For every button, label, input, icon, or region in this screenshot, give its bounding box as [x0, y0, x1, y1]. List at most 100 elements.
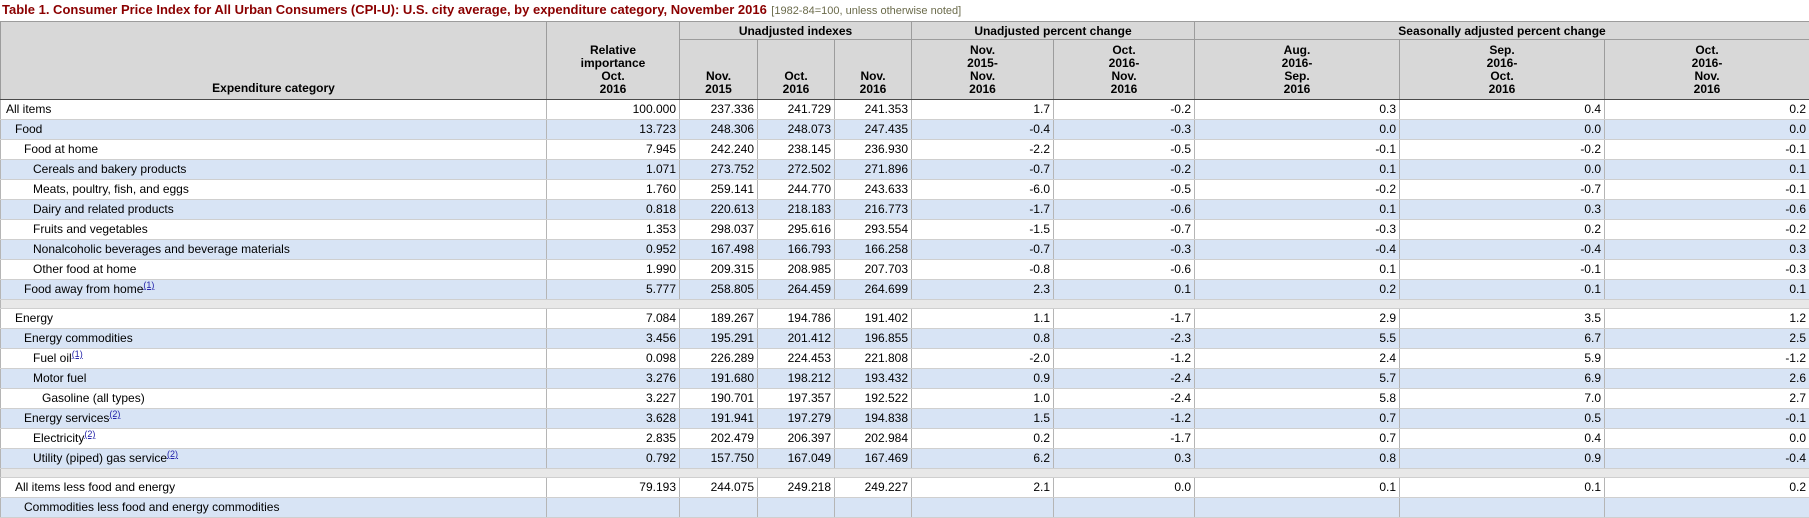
category-cell: Commodities less food and energy commodi…: [1, 498, 547, 518]
value-cell: 1.990: [547, 260, 680, 280]
value-cell: 194.786: [758, 309, 835, 329]
value-cell: 273.752: [680, 160, 758, 180]
separator-row: [1, 300, 1809, 309]
table-title-unit-note: [1982-84=100, unless otherwise noted]: [771, 5, 961, 17]
value-cell: 6.7: [1400, 329, 1605, 349]
value-cell: -0.4: [1195, 240, 1400, 260]
value-cell: 0.0: [1605, 429, 1809, 449]
value-cell: 264.699: [835, 280, 912, 300]
value-cell: 0.1: [1054, 280, 1195, 300]
value-cell: 1.0: [912, 389, 1054, 409]
value-cell: -0.4: [1605, 449, 1809, 469]
value-cell: -0.3: [1605, 260, 1809, 280]
footnote-link[interactable]: (1): [72, 349, 83, 359]
category-label: Electricity: [33, 431, 84, 445]
footnote-link[interactable]: (1): [143, 280, 154, 290]
category-cell: All items: [1, 100, 547, 120]
footnote-link[interactable]: (2): [167, 449, 178, 459]
footnote-link[interactable]: (2): [109, 409, 120, 419]
value-cell: 244.075: [680, 478, 758, 498]
value-cell: 1.760: [547, 180, 680, 200]
value-cell: 1.7: [912, 100, 1054, 120]
value-cell: 0.1: [1605, 280, 1809, 300]
value-cell: 191.402: [835, 309, 912, 329]
value-cell: -0.2: [1195, 180, 1400, 200]
value-cell: 7.0: [1400, 389, 1605, 409]
category-cell: Food: [1, 120, 547, 140]
column-header-oct2016-nov2016: Oct. 2016- Nov. 2016: [1054, 40, 1195, 100]
value-cell: 0.2: [1605, 478, 1809, 498]
relative-importance-header: Relative importance Oct. 2016: [547, 22, 680, 100]
category-cell: All items less food and energy: [1, 478, 547, 498]
value-cell: 166.793: [758, 240, 835, 260]
value-cell: 100.000: [547, 100, 680, 120]
category-label: Energy: [15, 311, 53, 325]
value-cell: 238.145: [758, 140, 835, 160]
value-cell: -0.5: [1054, 180, 1195, 200]
value-cell: 0.5: [1400, 409, 1605, 429]
value-cell: 248.306: [680, 120, 758, 140]
value-cell: 271.896: [835, 160, 912, 180]
value-cell: 272.502: [758, 160, 835, 180]
value-cell: -1.7: [1054, 309, 1195, 329]
group-header-row: Expenditure category Relative importance…: [1, 22, 1809, 40]
value-cell: [680, 498, 758, 518]
footnote-link[interactable]: (2): [84, 429, 95, 439]
value-cell: 191.941: [680, 409, 758, 429]
category-label: Food at home: [24, 142, 98, 156]
value-cell: 209.315: [680, 260, 758, 280]
value-cell: -0.1: [1605, 180, 1809, 200]
value-cell: 0.2: [1605, 100, 1809, 120]
value-cell: 5.8: [1195, 389, 1400, 409]
value-cell: 2.4: [1195, 349, 1400, 369]
value-cell: 0.1: [1195, 160, 1400, 180]
category-cell: Fruits and vegetables: [1, 220, 547, 240]
value-cell: 0.098: [547, 349, 680, 369]
value-cell: -0.7: [1054, 220, 1195, 240]
value-cell: [547, 498, 680, 518]
value-cell: 0.3: [1195, 100, 1400, 120]
value-cell: 243.633: [835, 180, 912, 200]
value-cell: 242.240: [680, 140, 758, 160]
value-cell: 206.397: [758, 429, 835, 449]
value-cell: 167.049: [758, 449, 835, 469]
value-cell: 0.2: [912, 429, 1054, 449]
value-cell: 0.0: [1195, 120, 1400, 140]
value-cell: 0.3: [1400, 200, 1605, 220]
value-cell: 0.3: [1605, 240, 1809, 260]
value-cell: 0.7: [1195, 429, 1400, 449]
value-cell: [835, 498, 912, 518]
table-header: Expenditure category Relative importance…: [1, 22, 1809, 100]
value-cell: 241.353: [835, 100, 912, 120]
value-cell: [758, 498, 835, 518]
value-cell: 0.1: [1605, 160, 1809, 180]
value-cell: -0.3: [1195, 220, 1400, 240]
value-cell: 196.855: [835, 329, 912, 349]
category-label: Commodities less food and energy commodi…: [24, 500, 279, 514]
value-cell: -0.5: [1054, 140, 1195, 160]
value-cell: 1.2: [1605, 309, 1809, 329]
value-cell: 0.7: [1195, 409, 1400, 429]
category-cell: Energy commodities: [1, 329, 547, 349]
value-cell: 0.4: [1400, 100, 1605, 120]
category-label: Nonalcoholic beverages and beverage mate…: [33, 242, 290, 256]
value-cell: 0.8: [1195, 449, 1400, 469]
value-cell: [1605, 498, 1809, 518]
value-cell: 216.773: [835, 200, 912, 220]
table-row: Commodities less food and energy commodi…: [1, 498, 1809, 518]
value-cell: 218.183: [758, 200, 835, 220]
value-cell: 167.469: [835, 449, 912, 469]
value-cell: 298.037: [680, 220, 758, 240]
category-label: Cereals and bakery products: [33, 162, 186, 176]
value-cell: 1.5: [912, 409, 1054, 429]
value-cell: 167.498: [680, 240, 758, 260]
value-cell: 0.0: [1054, 478, 1195, 498]
value-cell: 236.930: [835, 140, 912, 160]
